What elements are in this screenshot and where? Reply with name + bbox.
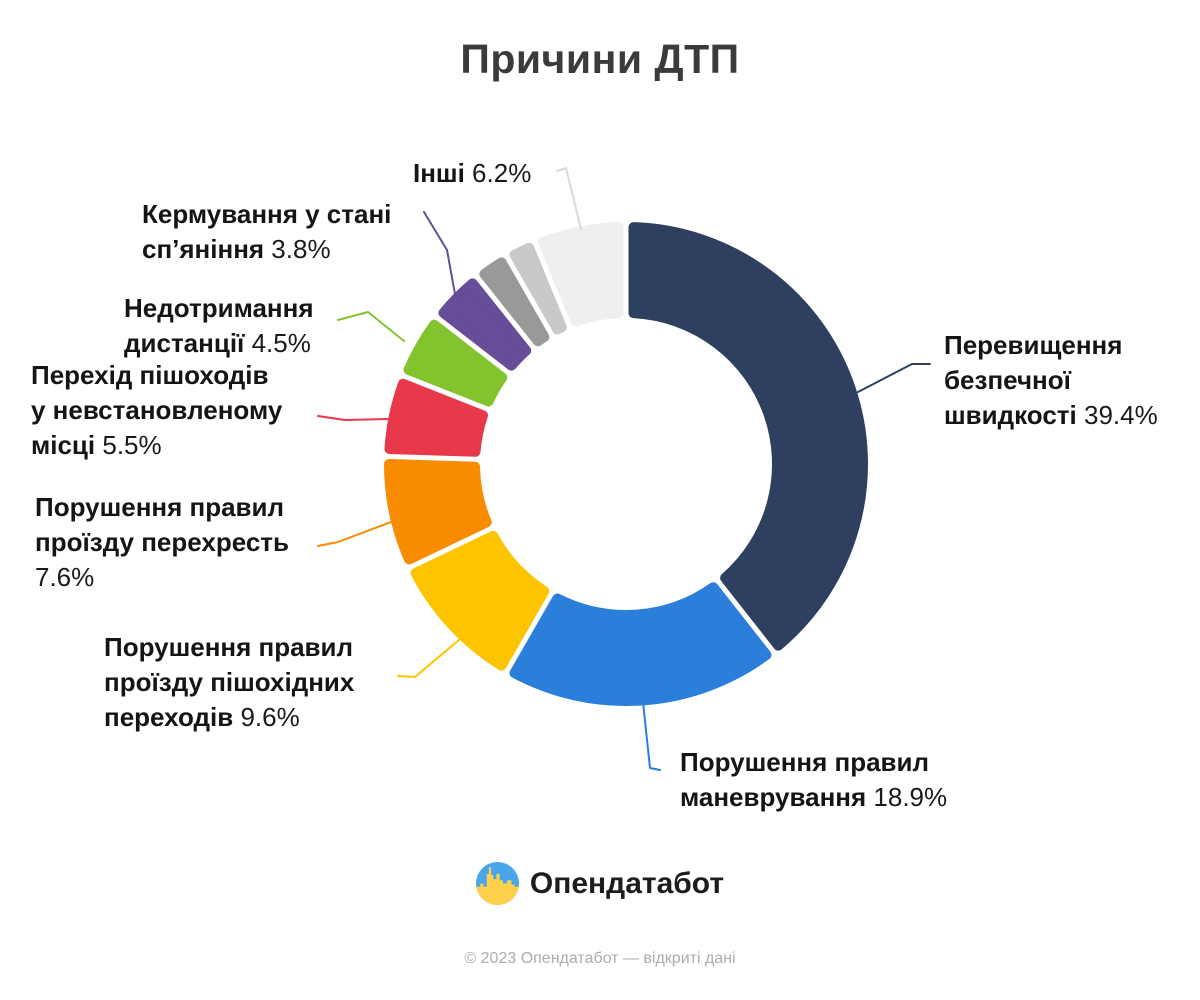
slice-label-line: проїзду пішохідних	[104, 667, 355, 697]
slice-label-line: проїзду перехресть	[35, 527, 290, 557]
donut-slice-others	[537, 222, 624, 327]
slice-label-line: Недотримання	[124, 293, 314, 323]
slice-label-line: Перехід пішоходів	[31, 360, 269, 390]
slice-label-drunk-driving: Кермування у стані сп’яніння 3.8%	[142, 197, 391, 267]
donut-slice-maneuvering	[509, 582, 772, 706]
donut-slice-speeding	[628, 222, 868, 651]
donut-slice-intersections	[384, 459, 492, 565]
leader-line-following-distance	[337, 311, 405, 342]
slice-label-line: безпечної	[944, 365, 1071, 395]
donut-slice-drunk-driving	[438, 278, 532, 371]
slice-label-line: Порушення правил	[104, 632, 354, 662]
slice-label-line: Порушення правил	[35, 492, 285, 522]
copyright-line: © 2023 Опендатабот — відкриті дані	[464, 950, 736, 967]
slice-label-line: місці 5.5%	[31, 430, 162, 460]
slice-label-intersections: Порушення правил проїзду перехресть 7.6%	[35, 490, 289, 595]
leader-line-intersections	[317, 521, 392, 547]
slice-label-line: Інші 6.2%	[413, 158, 532, 188]
slice-label-line: Порушення правил	[680, 747, 930, 777]
leader-line-others	[556, 167, 582, 230]
donut-slice-following-distance	[403, 319, 508, 407]
leader-line-pedestrian-crossings	[397, 633, 467, 678]
leader-line-drunk-driving	[423, 211, 456, 295]
slice-label-pedestrian-crossings: Порушення правил проїзду пішохідних перехо…	[104, 630, 354, 735]
slice-label-others: Інші 6.2%	[413, 156, 531, 191]
slice-label-line: переходів 9.6%	[104, 702, 300, 732]
leader-line-maneuvering	[642, 701, 661, 771]
slice-label-following-distance: Недотримання дистанції 4.5%	[124, 291, 314, 361]
donut-slice-minor-unlabeled-2	[509, 242, 567, 335]
slice-label-line: у невстановленому	[31, 395, 283, 425]
slice-label-line: швидкості 39.4%	[944, 400, 1158, 430]
slice-label-line: дистанції 4.5%	[124, 328, 311, 358]
leader-line-speeding	[857, 363, 931, 393]
donut-slice-pedestrian-crossings	[410, 530, 550, 671]
opendatabot-logo: Опендатабот	[0, 862, 1200, 905]
slice-label-jaywalking: Перехід пішоходів у невстановленому місці …	[31, 358, 282, 463]
opendatabot-logo-text: Опендатабот	[529, 866, 725, 900]
slice-label-line: Перевищення	[944, 330, 1123, 360]
slice-label-line: маневрування 18.9%	[680, 782, 948, 812]
leader-line-jaywalking	[317, 415, 390, 421]
slice-label-speeding: Перевищення безпечної швидкості 39.4%	[944, 328, 1158, 433]
slice-label-line: Кермування у стані	[142, 199, 392, 229]
slice-label-line: сп’яніння 3.8%	[142, 234, 331, 264]
opendatabot-logo-icon	[475, 862, 519, 905]
slice-label-line: 7.6%	[35, 562, 95, 592]
donut-slice-minor-unlabeled-1	[479, 257, 550, 347]
chart-title: Причини ДТП	[460, 36, 740, 82]
slice-label-maneuvering: Порушення правил маневрування 18.9%	[680, 745, 947, 815]
donut-slice-jaywalking	[384, 378, 489, 457]
